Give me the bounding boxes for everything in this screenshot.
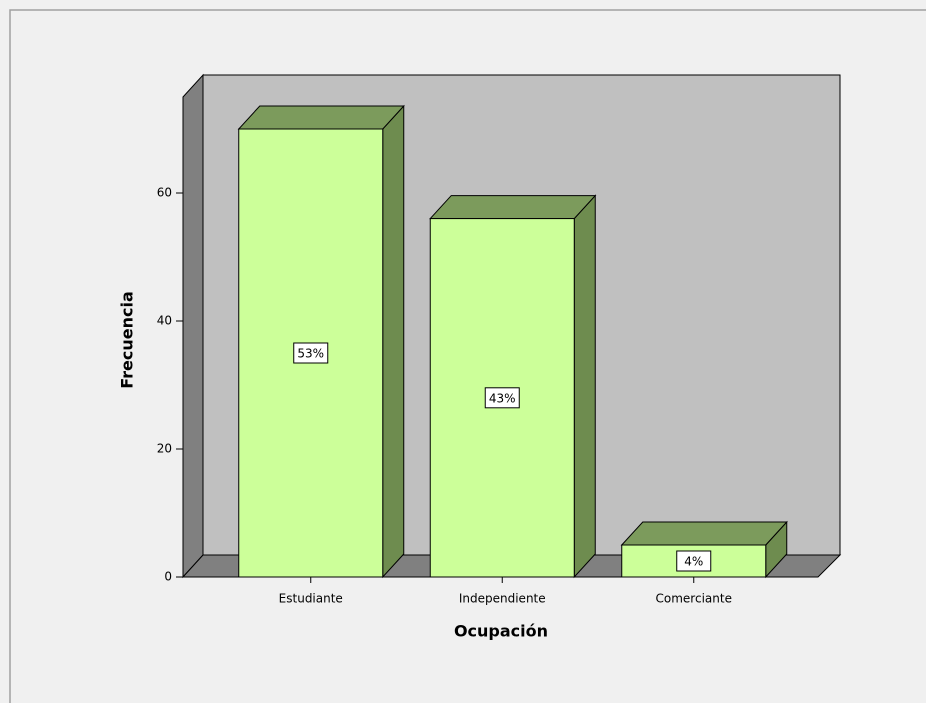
data-label: 4%: [684, 555, 703, 569]
y-tick-label: 60: [157, 186, 172, 200]
bar-top: [237, 105, 405, 130]
y-tick-label: 20: [157, 442, 172, 456]
y-tick-label: 0: [164, 570, 172, 584]
bar-top: [429, 195, 597, 220]
x-axis-title: Ocupación: [454, 622, 548, 641]
data-label-box: [484, 387, 520, 409]
data-label-box: [293, 342, 329, 364]
y-tick-label: 40: [157, 314, 172, 328]
bar-side: [573, 194, 596, 579]
bar: 4%: [620, 520, 788, 579]
bar-side: [382, 104, 405, 579]
x-tick-label: Comerciante: [656, 592, 732, 606]
data-label: 53%: [297, 347, 324, 361]
data-label-box: [676, 550, 712, 572]
y-axis-title: Frecuencia: [118, 291, 137, 389]
side-wall: [182, 73, 204, 579]
bar-top: [620, 521, 788, 546]
x-tick-label: Estudiante: [279, 592, 343, 606]
frame: [9, 9, 926, 703]
x-tick-label: Independiente: [459, 592, 546, 606]
data-label: 43%: [489, 391, 516, 405]
bar: 43%: [429, 194, 597, 579]
bar: 53%: [237, 104, 405, 579]
